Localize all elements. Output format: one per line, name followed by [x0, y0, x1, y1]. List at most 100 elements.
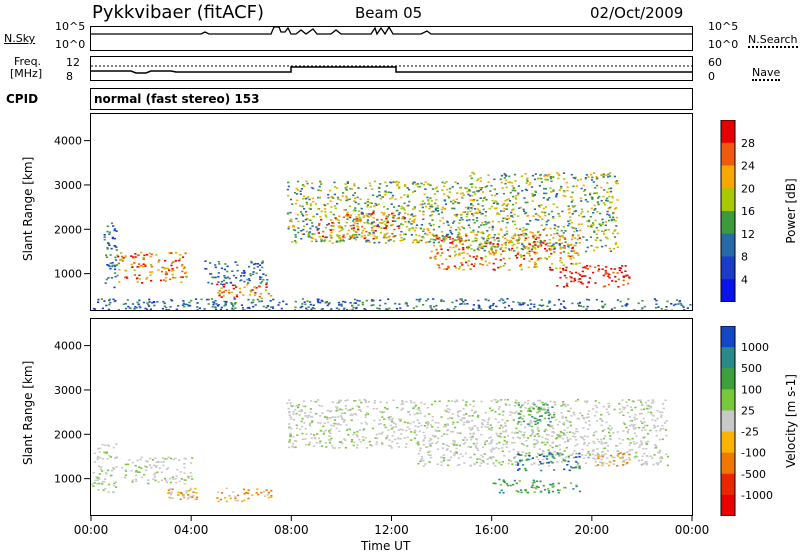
heatmap-cell — [545, 179, 548, 181]
heatmap-cell — [267, 491, 270, 494]
heatmap-cell — [349, 414, 352, 417]
heatmap-cell — [445, 449, 448, 451]
heatmap-cell — [493, 252, 496, 255]
heatmap-cell — [395, 307, 398, 310]
heatmap-cell — [543, 488, 547, 491]
heatmap-cell — [557, 177, 560, 180]
heatmap-cell — [407, 411, 410, 414]
heatmap-cell — [539, 257, 543, 260]
heatmap-cell — [585, 308, 588, 310]
heatmap-cell — [258, 300, 261, 303]
heatmap-cell — [582, 305, 585, 308]
heatmap-cell — [477, 304, 480, 307]
heatmap-cell — [285, 303, 288, 305]
heatmap-cell — [472, 200, 475, 202]
heatmap-cell — [403, 216, 406, 219]
heatmap-cell — [471, 428, 474, 430]
heatmap-cell — [317, 298, 320, 301]
heatmap-cell — [490, 246, 493, 248]
heatmap-cell — [641, 300, 644, 302]
heatmap-cell — [150, 467, 153, 469]
heatmap-cell — [516, 464, 520, 466]
heatmap-cell — [357, 214, 360, 216]
heatmap-cell — [415, 298, 418, 301]
heatmap-cell — [470, 438, 473, 441]
heatmap-cell — [505, 441, 508, 443]
heatmap-cell — [649, 429, 652, 432]
heatmap-cell — [608, 461, 611, 463]
heatmap-cell — [578, 456, 581, 458]
heatmap-cell — [564, 416, 568, 419]
heatmap-cell — [480, 258, 483, 261]
heatmap-cell — [463, 211, 466, 213]
heatmap-cell — [531, 245, 535, 247]
heatmap-cell — [302, 214, 305, 217]
heatmap-cell — [540, 469, 543, 472]
heatmap-cell — [620, 410, 623, 413]
heatmap-cell — [543, 430, 546, 433]
heatmap-cell — [553, 251, 556, 253]
heatmap-cell — [490, 451, 493, 453]
heatmap-cell — [449, 450, 452, 453]
heatmap-cell — [370, 300, 374, 302]
heatmap-cell — [480, 213, 483, 215]
heatmap-cell — [532, 234, 535, 236]
heatmap-cell — [466, 190, 469, 193]
heatmap-cell — [595, 226, 598, 229]
heatmap-cell — [251, 494, 254, 496]
heatmap-cell — [496, 246, 499, 249]
heatmap-cell — [566, 186, 569, 188]
heatmap-cell — [547, 417, 550, 420]
heatmap-cell — [586, 210, 589, 213]
heatmap-cell — [169, 457, 173, 460]
heatmap-cell — [486, 230, 489, 232]
heatmap-cell — [361, 436, 364, 438]
heatmap-cell — [321, 412, 324, 414]
heatmap-cell — [558, 174, 561, 177]
heatmap-cell — [414, 430, 417, 433]
heatmap-cell — [118, 281, 121, 283]
heatmap-cell — [610, 268, 613, 270]
velocity-heatmap — [91, 398, 670, 503]
heatmap-cell — [436, 238, 439, 240]
heatmap-cell — [627, 428, 630, 431]
heatmap-cell — [109, 254, 112, 256]
heatmap-cell — [345, 186, 348, 188]
heatmap-cell — [435, 186, 439, 189]
heatmap-cell — [372, 221, 375, 223]
heatmap-cell — [520, 431, 523, 433]
heatmap-cell — [531, 192, 534, 195]
heatmap-cell — [143, 473, 146, 476]
heatmap-cell — [428, 222, 431, 225]
heatmap-cell — [294, 234, 297, 236]
heatmap-cell — [154, 472, 157, 474]
heatmap-cell — [286, 402, 289, 404]
heatmap-cell — [620, 271, 623, 274]
heatmap-cell — [484, 242, 487, 244]
heatmap-cell — [517, 490, 520, 493]
heatmap-cell — [545, 234, 548, 237]
heatmap-cell — [501, 414, 505, 416]
heatmap-cell — [302, 198, 305, 200]
heatmap-cell — [501, 204, 504, 206]
heatmap-cell — [390, 419, 393, 421]
heatmap-cell — [510, 182, 513, 184]
heatmap-cell — [424, 188, 427, 190]
heatmap-cell — [490, 449, 493, 451]
cpid-panel: normal (fast stereo) 153 — [90, 88, 693, 110]
heatmap-cell — [540, 181, 543, 183]
heatmap-cell — [511, 209, 514, 211]
heatmap-cell — [379, 299, 382, 302]
heatmap-cell — [96, 456, 99, 459]
heatmap-cell — [319, 189, 322, 192]
heatmap-cell — [509, 191, 512, 194]
heatmap-cell — [613, 408, 616, 411]
heatmap-cell — [546, 305, 549, 308]
heatmap-cell — [647, 411, 650, 414]
heatmap-cell — [502, 192, 505, 195]
heatmap-cell — [435, 234, 438, 237]
heatmap-cell — [218, 293, 222, 295]
heatmap-cell — [330, 424, 333, 427]
heatmap-cell — [393, 214, 396, 217]
heatmap-cell — [632, 440, 635, 443]
